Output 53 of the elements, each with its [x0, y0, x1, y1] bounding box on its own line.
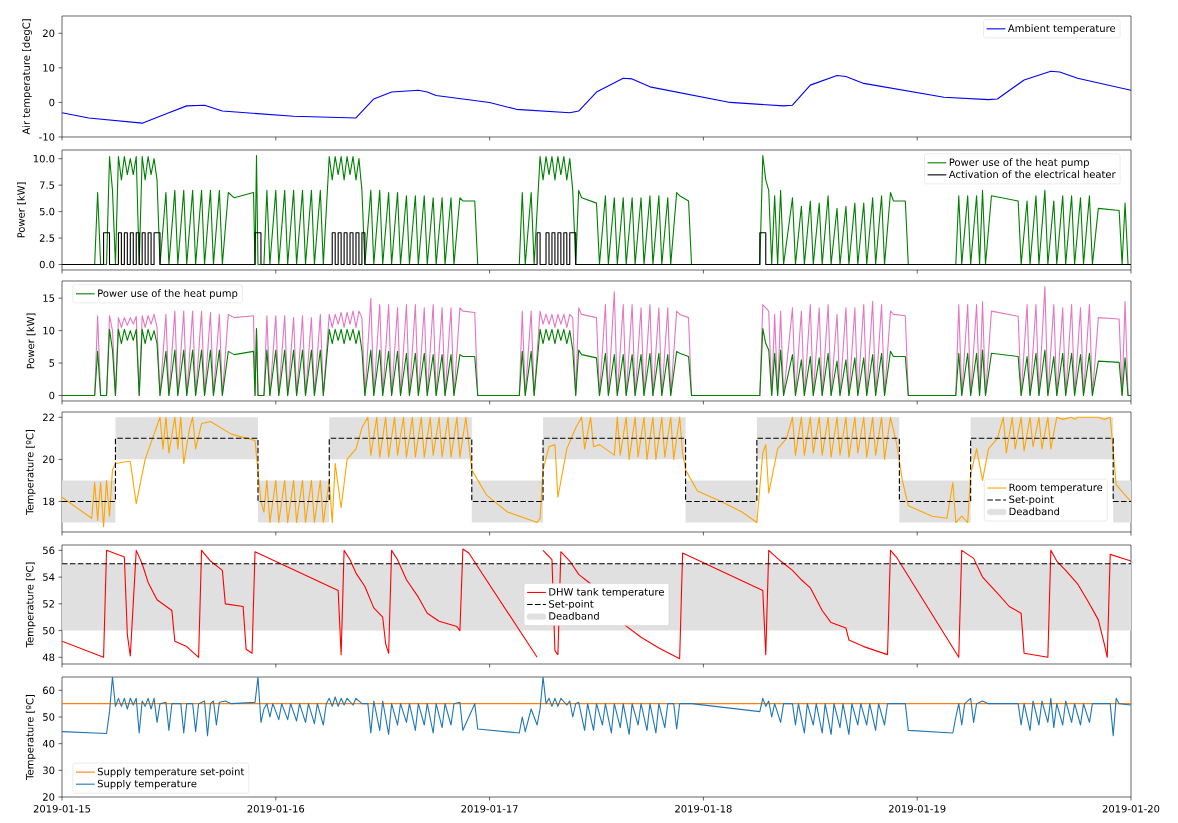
x-tick-label: 2019-01-15 — [33, 805, 91, 813]
y-tick-label: 18 — [43, 497, 55, 506]
legend-label: Deadband — [549, 612, 599, 620]
y-axis-title: Power [kW] — [17, 182, 26, 238]
y-tick-label: 20 — [43, 793, 55, 801]
legend-label: DHW tank temperature — [549, 587, 664, 598]
y-tick-label: 20 — [43, 29, 55, 38]
legend-label: Set-point — [549, 599, 594, 610]
y-tick-label: 56 — [43, 546, 55, 555]
y-axis-title: Air temperature [degC] — [22, 19, 32, 135]
y-tick-label: 52 — [43, 600, 54, 608]
legend-label: Deadband — [1009, 507, 1060, 516]
legend-label: Power use of the heat pump — [98, 289, 238, 299]
y-tick-label: 50 — [43, 713, 55, 721]
line-series — [62, 70, 1131, 124]
y-axis-title: Temperature [ºC] — [25, 562, 36, 648]
x-tick-label: 2019-01-16 — [247, 805, 305, 813]
x-tick-label: 2019-01-19 — [888, 805, 946, 813]
legend-label: Power use of the heat pump — [949, 158, 1089, 168]
legend-label: Supply temperature set-point — [97, 767, 245, 778]
y-tick-label: 20 — [43, 455, 55, 464]
y-tick-label: 60 — [43, 686, 55, 695]
y-tick-label: 15 — [43, 294, 55, 302]
x-tick-label: 2019-01-18 — [675, 805, 732, 813]
y-tick-label: 10 — [43, 326, 55, 335]
legend-label: Supply temperature — [97, 779, 197, 790]
y-tick-label: 0 — [49, 98, 55, 107]
y-axis-title: Temperature [ºC] — [25, 430, 36, 515]
y-tick-label: 10.0 — [33, 154, 55, 163]
y-tick-label: 30 — [43, 766, 55, 775]
x-tick-label: 2019-01-20 — [1102, 805, 1160, 813]
y-tick-label: -10 — [39, 133, 55, 141]
y-tick-label: 54 — [43, 573, 55, 581]
y-tick-label: 2.5 — [39, 234, 55, 242]
y-tick-label: 0.0 — [39, 260, 55, 269]
y-axis-title: Temperature [ºC] — [25, 695, 36, 780]
y-tick-label: 50 — [43, 626, 55, 635]
line-series — [62, 328, 1131, 397]
line-series — [62, 677, 1131, 737]
y-axis-title: Power [kW] — [26, 313, 36, 369]
legend-label: Activation of the electrical heater — [948, 170, 1116, 179]
x-tick-label: 2019-01-17 — [461, 805, 518, 813]
y-tick-label: 40 — [42, 739, 55, 748]
y-tick-label: 5.0 — [39, 207, 55, 216]
y-tick-label: 10 — [43, 64, 55, 72]
y-tick-label: 22 — [43, 413, 54, 421]
y-tick-label: 0 — [49, 391, 55, 400]
y-tick-label: 48 — [42, 653, 55, 662]
legend-label: Ambient temperature — [1007, 24, 1116, 34]
legend-label: Room temperature — [1009, 483, 1103, 493]
legend-label: Set-point — [1009, 495, 1054, 506]
y-tick-label: 5 — [49, 359, 55, 367]
y-tick-label: 7.5 — [39, 181, 55, 189]
